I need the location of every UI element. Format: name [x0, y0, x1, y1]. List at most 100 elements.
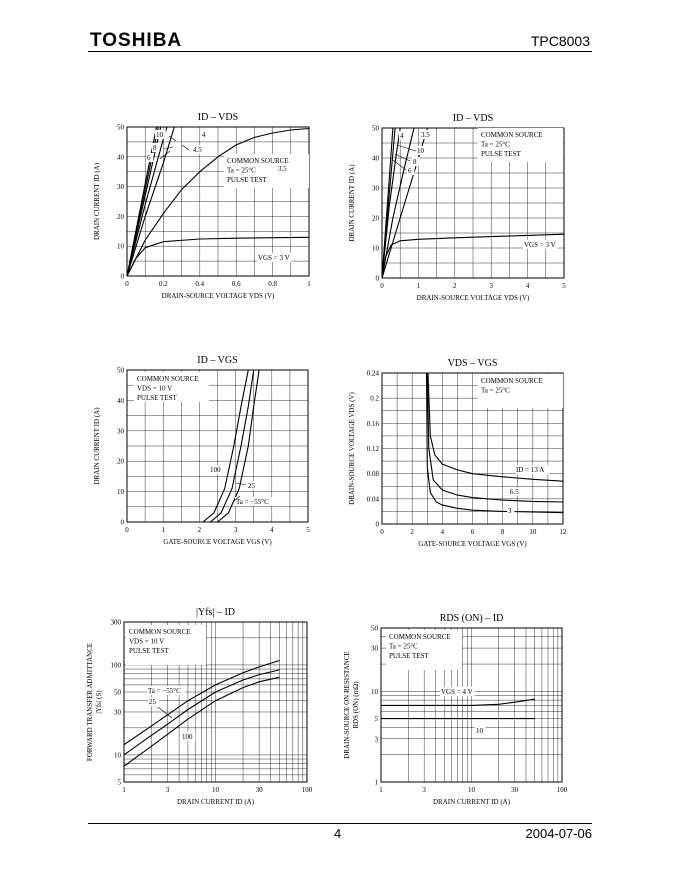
- x-tick-label: 0: [380, 528, 384, 536]
- y-tick-label: 30: [114, 708, 122, 716]
- x-tick-label: 5: [562, 282, 566, 290]
- y-tick-label: 20: [117, 458, 125, 466]
- y-tick-label: 50: [372, 125, 380, 133]
- x-tick-label: 3: [234, 526, 238, 534]
- series-label-bg: [155, 130, 166, 139]
- series-line-3: [425, 373, 563, 514]
- y-axis-label-2: RDS (ON) (mΩ): [352, 681, 360, 729]
- series-line-1: [382, 233, 564, 278]
- toshiba-logo: TOSHIBA: [90, 30, 183, 51]
- y-tick-label: 0.24: [367, 370, 380, 378]
- x-tick-label: 3: [166, 786, 170, 794]
- series-label: Ta = −55°C: [148, 687, 181, 695]
- series-label-bg: [523, 240, 558, 249]
- series-label: ID = 13 A: [516, 466, 544, 474]
- y-tick-label: 10: [117, 243, 125, 251]
- chart-title: |Yfs| – ID: [196, 607, 235, 618]
- series-label-bg: [475, 726, 486, 735]
- series-line-3: [217, 370, 260, 522]
- note-text: PULSE TEST: [137, 394, 177, 402]
- series-line-2: [426, 373, 563, 503]
- x-tick-label: 0.4: [195, 280, 204, 288]
- series-group: [127, 127, 309, 276]
- note-text: COMMON SOURCE: [481, 131, 543, 139]
- series-group: [124, 659, 280, 767]
- x-tick-label: 4: [270, 526, 274, 534]
- series-line-3: [124, 676, 280, 767]
- series-line-2: [124, 669, 280, 756]
- chart-title: VDS – VGS: [448, 358, 498, 369]
- leader-line: [168, 135, 177, 142]
- series-label: 3.5: [421, 131, 430, 139]
- x-axis-label: DRAIN CURRENT ID (A): [433, 798, 511, 806]
- series-label-bg: [247, 481, 258, 490]
- page-number: 4: [334, 826, 342, 841]
- series-group: [382, 128, 564, 278]
- y-tick-label: 10: [117, 488, 125, 496]
- series-label-bg: [509, 487, 524, 496]
- y-tick-label: 10: [372, 245, 380, 253]
- x-axis-label: DRAIN-SOURCE VOLTAGE VDS (V): [417, 294, 530, 302]
- series-label: 3.5: [278, 165, 287, 173]
- y-axis-label: DRAIN-SOURCE ON RESISTANCE: [343, 651, 351, 759]
- series-label-bg: [181, 732, 196, 741]
- series-label-bg: [407, 166, 415, 175]
- y-tick-label: 0.12: [367, 445, 380, 453]
- x-tick-label: 4: [441, 528, 445, 536]
- chart-c5: 1 3 10 30 100 5 10 30 50 100 300 |Yfs| – ID DRAIN CU…: [86, 607, 313, 806]
- x-tick-label: 10: [529, 528, 537, 536]
- x-tick-label: 2: [198, 526, 202, 534]
- chart-c6: 1 3 10 30 100 1 3 5 10 30 50 RDS (ON) – ID DRAIN CUR…: [343, 613, 568, 806]
- note-box: [126, 625, 206, 665]
- series-label: VGS = 3 V: [524, 241, 556, 249]
- x-tick-label: 1: [417, 282, 421, 290]
- series-label: 8: [413, 158, 417, 166]
- series-label: VGS = 4 V: [441, 688, 473, 696]
- series-label-bg: [201, 130, 209, 139]
- x-tick-label: 30: [256, 786, 264, 794]
- chart-title: RDS (ON) – ID: [440, 613, 504, 624]
- x-tick-label: 1: [161, 526, 165, 534]
- series-label-bg: [192, 145, 207, 154]
- x-axis-label: GATE-SOURCE VOLTAGE VGS (V): [163, 538, 272, 546]
- header-rule: [88, 51, 592, 52]
- series-label: 4: [202, 131, 206, 139]
- chart-title: ID – VDS: [198, 112, 238, 123]
- y-tick-label: 50: [117, 124, 125, 132]
- plot-frame: [126, 126, 310, 277]
- series-label: 100: [182, 733, 193, 741]
- x-tick-label: 30: [511, 786, 519, 794]
- plot-frame: [381, 127, 565, 279]
- y-tick-label: 0.08: [367, 470, 380, 478]
- x-tick-label: 100: [302, 786, 313, 794]
- x-tick-label: 12: [560, 528, 568, 536]
- series-line-1: [124, 659, 280, 746]
- series-line-2: [209, 370, 255, 522]
- x-tick-label: 0: [380, 282, 384, 290]
- y-tick-label: 50: [117, 367, 125, 375]
- note-text: PULSE TEST: [389, 652, 429, 660]
- series-label: 100: [210, 466, 221, 474]
- series-line-3: [382, 128, 415, 278]
- x-tick-label: 0.2: [159, 280, 168, 288]
- revision-date: 2004-07-06: [525, 826, 593, 841]
- note-box: [478, 128, 563, 162]
- x-tick-label: 3: [489, 282, 493, 290]
- series-label: 10: [476, 727, 484, 735]
- x-tick-label: 100: [557, 786, 568, 794]
- series-line-3: [127, 127, 175, 276]
- part-number: TPC8003: [530, 33, 590, 49]
- y-axis-label: DRAIN-SOURCE VOLTAGE VDS (V): [348, 391, 356, 504]
- y-tick-label: 30: [371, 645, 379, 653]
- y-tick-label: 100: [111, 661, 122, 669]
- plot-frame: [381, 372, 564, 525]
- y-tick-label: 40: [117, 397, 125, 405]
- series-label-bg: [507, 506, 515, 515]
- series-group: [381, 698, 535, 720]
- y-tick-label: 10: [114, 751, 122, 759]
- series-label-bg: [440, 687, 475, 696]
- series-line-6: [382, 128, 394, 278]
